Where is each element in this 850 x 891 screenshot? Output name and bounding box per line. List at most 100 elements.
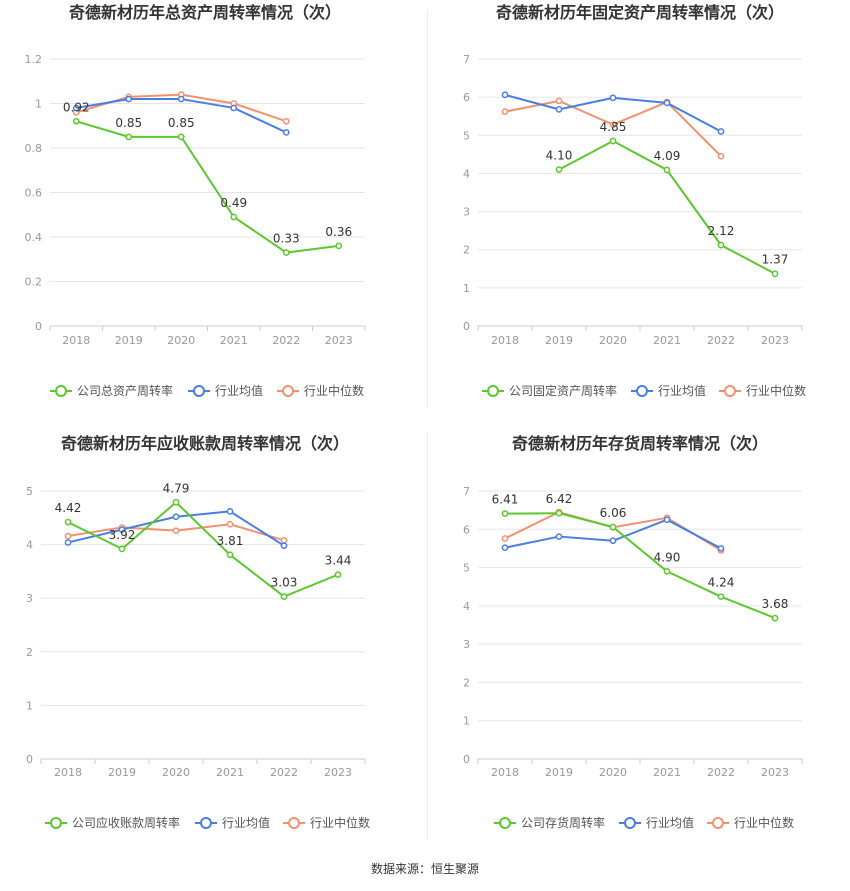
y-tick-label: 7 [463,485,470,498]
y-tick-label: 0.4 [25,231,43,244]
data-point [282,249,290,256]
legend-item-2[interactable]: 行业均值 [619,815,694,830]
chart-title: 奇德新材历年存货周转率情况（次） [512,434,768,453]
legend-marker-icon [193,385,205,397]
y-tick-label: 5 [463,129,470,142]
data-point [555,509,563,517]
x-tick-label: 2022 [707,334,735,347]
legend-item-1[interactable]: 公司固定资产周转率 [482,383,617,398]
legend-marker-icon [200,817,212,829]
data-point [609,537,617,545]
data-point [663,516,671,524]
y-tick-label: 1 [26,699,33,712]
data-point [280,542,288,550]
data-label: 3.81 [217,534,244,548]
legend-label: 公司应收账款周转率 [72,815,180,830]
data-label: 0.85 [168,116,195,130]
x-tick-label: 2022 [270,766,298,779]
y-tick-label: 6 [463,91,470,104]
data-point [501,544,509,552]
y-tick-label: 4 [463,167,470,180]
legend-label: 行业中位数 [734,815,794,830]
data-point [501,91,509,99]
legend-item-2[interactable]: 行业均值 [195,815,270,830]
legend-item-2[interactable]: 行业均值 [188,383,263,398]
data-point [280,593,288,600]
data-point [64,518,72,526]
legend-item-2[interactable]: 行业均值 [631,383,706,398]
data-point [177,95,185,103]
y-tick-label: 3 [463,206,470,219]
y-tick-label: 3 [26,592,33,605]
data-point [717,241,725,249]
x-tick-label: 2022 [272,334,300,347]
data-point [280,536,288,544]
data-label: 2.12 [708,224,735,238]
chart-panel-2: 奇德新材历年固定资产周转率情况（次） 0 1 2 3 4 5 6 7 2018 2019 2020 20… [463,3,806,398]
y-tick-label: 4 [26,539,33,552]
data-label: 4.09 [654,149,681,163]
data-point [609,94,617,102]
data-point [172,513,180,521]
x-tick-label: 2021 [653,766,681,779]
legend-marker-icon [724,385,736,397]
chart-panel-1: 奇德新材历年总资产周转率情况（次） 0 0.2 0.4 0.6 0.8 1 1.2 2018 20… [25,3,366,398]
y-tick-label: 6 [463,523,470,536]
x-tick-label: 2023 [324,766,352,779]
legend-label: 行业中位数 [746,383,806,398]
y-tick-label: 1.2 [25,53,43,66]
x-tick-label: 2018 [54,766,82,779]
data-label: 4.42 [55,501,82,515]
legend-marker-icon [624,817,636,829]
legend-item-1[interactable]: 公司应收账款周转率 [45,815,180,830]
data-label: 4.10 [546,149,573,163]
legend-label: 行业均值 [215,383,263,398]
series-line-1 [67,501,339,598]
data-label: 0.85 [115,116,142,130]
x-tick-label: 2019 [545,334,573,347]
data-source-note: 数据来源：恒生聚源 [370,862,479,876]
legend-item-3[interactable]: 行业中位数 [719,383,806,398]
data-point [226,551,234,559]
data-point [125,133,133,141]
data-label: 4.24 [708,576,735,590]
x-tick-label: 2018 [491,766,519,779]
x-tick-label: 2020 [599,766,627,779]
legend-label: 行业均值 [658,383,706,398]
chart-panel-3: 奇德新材历年应收账款周转率情况（次） 0 1 2 3 4 5 2018 2019 2020 2021… [26,434,370,830]
data-label: 3.68 [762,597,789,611]
data-point [177,133,185,141]
y-tick-label: 3 [463,638,470,651]
y-tick-label: 0 [26,753,33,766]
y-tick-label: 1 [35,98,42,111]
y-tick-label: 0.2 [25,276,43,289]
data-point [501,535,509,542]
data-point [64,532,72,540]
data-point [555,166,563,173]
data-label: 3.92 [109,528,136,542]
data-point [172,527,180,535]
data-point [501,108,509,115]
legend-item-1[interactable]: 公司存货周转率 [494,815,605,830]
legend-item-3[interactable]: 行业中位数 [707,815,794,830]
y-tick-label: 5 [463,562,470,575]
data-point [226,508,234,515]
x-tick-label: 2020 [162,766,190,779]
data-label: 4.90 [654,550,681,564]
legend-item-1[interactable]: 公司总资产周转率 [50,383,173,398]
data-label: 1.37 [762,253,789,267]
data-label: 6.06 [600,506,627,520]
x-tick-label: 2019 [108,766,136,779]
y-tick-label: 0 [463,320,470,333]
x-tick-label: 2021 [653,334,681,347]
legend-marker-icon [282,385,294,397]
legend-item-3[interactable]: 行业中位数 [283,815,370,830]
x-tick-label: 2018 [62,334,90,347]
legend-marker-icon [50,817,62,829]
data-point [72,104,80,112]
legend-label: 行业均值 [646,815,694,830]
x-tick-label: 2019 [115,334,143,347]
legend-item-3[interactable]: 行业中位数 [277,383,364,398]
data-point [555,97,563,105]
